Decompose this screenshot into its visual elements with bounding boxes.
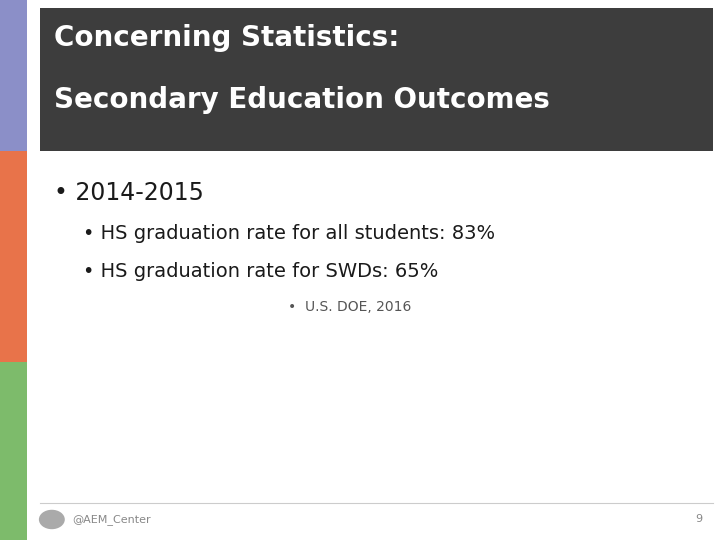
Text: Secondary Education Outcomes: Secondary Education Outcomes [54, 86, 550, 114]
Text: @AEM_Center: @AEM_Center [72, 514, 150, 525]
Bar [0, 151, 27, 362]
Text: • 2014-2015: • 2014-2015 [54, 181, 204, 205]
Circle shape [39, 510, 65, 529]
Text: •  U.S. DOE, 2016: • U.S. DOE, 2016 [288, 300, 411, 314]
Bar [40, 8, 713, 151]
Text: Concerning Statistics:: Concerning Statistics: [54, 24, 400, 52]
Text: 9: 9 [695, 515, 702, 524]
Text: • HS graduation rate for all students: 83%: • HS graduation rate for all students: 8… [83, 224, 495, 243]
Bar [0, 0, 27, 151]
Text: • HS graduation rate for SWDs: 65%: • HS graduation rate for SWDs: 65% [83, 262, 438, 281]
Bar [0, 362, 27, 540]
